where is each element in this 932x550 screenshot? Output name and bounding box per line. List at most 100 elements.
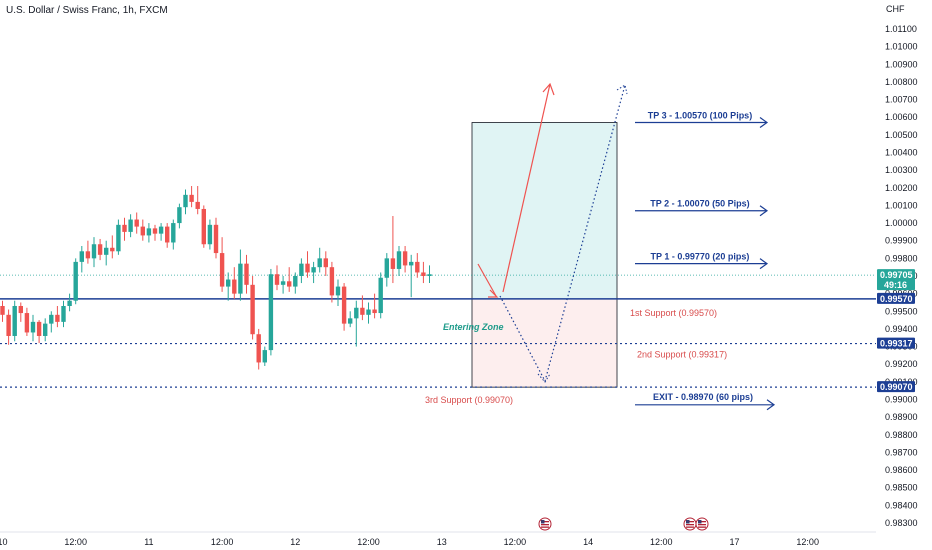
candle <box>91 237 97 268</box>
us-flag-stripe <box>686 524 694 526</box>
dotted-up-arrowhead <box>616 84 628 95</box>
x-tick-label: 14 <box>583 537 593 547</box>
candle <box>396 246 402 276</box>
support2-label: 2nd Support (0.99317) <box>637 350 727 360</box>
level-2-badge <box>877 337 915 349</box>
candle-body <box>140 226 145 236</box>
candle <box>177 203 182 229</box>
x-axis[interactable]: 10 12:00 11 12:00 12 12:00 13 12:00 14 12:00 17 12:… <box>0 517 876 547</box>
candle <box>171 219 176 250</box>
candle <box>354 300 359 347</box>
candle-body <box>67 300 72 306</box>
y-tick-label: 0.98400 <box>885 500 918 510</box>
y-tick-label: 1.00800 <box>885 77 918 87</box>
x-tick-label: 12:00 <box>796 537 819 547</box>
candle-body <box>12 305 17 336</box>
candle <box>165 223 170 248</box>
event-flag-1[interactable] <box>538 517 552 531</box>
candle <box>36 320 42 344</box>
candle-body <box>146 228 152 236</box>
candle-body <box>134 219 139 227</box>
candle <box>97 238 103 261</box>
candle <box>226 272 231 301</box>
candle-body <box>24 313 30 333</box>
candle-body <box>226 279 231 287</box>
candle <box>280 276 286 294</box>
tp1-arrowhead <box>759 258 769 270</box>
current-price-countdown: 49:16 <box>884 280 907 290</box>
candle <box>12 300 17 342</box>
candle <box>49 311 54 333</box>
entering-zone-label: Entering Zone <box>443 322 504 332</box>
us-flag-stripe <box>698 521 706 523</box>
candle-body <box>18 305 23 314</box>
candle <box>329 261 335 303</box>
tp1-label: TP 1 - 0.99770 (20 pips) <box>651 252 750 262</box>
candle-body <box>219 253 225 287</box>
candle <box>421 261 426 284</box>
candle-body <box>384 258 389 278</box>
candle-body <box>299 263 304 276</box>
candle <box>158 223 164 241</box>
candle <box>146 223 152 243</box>
us-flag-stripe <box>686 526 694 528</box>
x-tick-label: 12:00 <box>64 537 87 547</box>
us-flag-stripe <box>698 524 706 526</box>
level-3-badge <box>877 381 915 393</box>
candle <box>140 219 145 241</box>
candle-body <box>122 224 127 232</box>
candle-body <box>238 263 243 294</box>
candle-body <box>73 261 78 301</box>
up-arrowhead <box>542 82 555 96</box>
support3-label: 3rd Support (0.99070) <box>425 395 513 405</box>
y-tick-label: 1.00700 <box>885 95 918 105</box>
candle <box>402 246 408 273</box>
candle-body <box>195 201 200 209</box>
candle-body <box>232 279 237 294</box>
candle <box>195 186 200 215</box>
us-flag-canton <box>541 520 545 524</box>
candle <box>244 254 249 294</box>
y-axis[interactable]: 1.01100 1.01000 1.00900 1.00800 1.00700 1.006… <box>876 0 932 550</box>
candle-body <box>311 267 316 273</box>
candle <box>366 302 371 324</box>
candle-body <box>177 207 182 224</box>
candle <box>122 217 127 241</box>
x-tick-label: 11 <box>144 537 153 547</box>
candle <box>110 235 115 259</box>
candle-body <box>329 267 335 296</box>
candle <box>427 265 432 284</box>
candle-body <box>366 309 371 315</box>
current-price-badge-text: 0.99705 <box>880 270 913 280</box>
trade-zones <box>471 122 618 388</box>
candle-body <box>335 286 341 296</box>
candle-body <box>341 286 347 324</box>
y-tick-label: 1.00900 <box>885 59 918 69</box>
candle <box>287 267 292 292</box>
candle-body <box>213 224 219 254</box>
event-flag-2[interactable] <box>683 517 697 531</box>
event-flag-3[interactable] <box>695 517 709 531</box>
candle <box>79 246 84 273</box>
tp3-label: TP 3 - 1.00570 (100 Pips) <box>648 111 752 121</box>
candle <box>293 272 298 294</box>
x-tick-label: 12:00 <box>357 537 380 547</box>
y-tick-label: 0.99500 <box>885 306 918 316</box>
y-tick-label: 1.00300 <box>885 165 918 175</box>
exit-label: EXIT - 0.98970 (60 pips) <box>653 392 753 402</box>
candles <box>0 186 432 370</box>
candle-body <box>360 307 365 315</box>
level-2-badge-text: 0.99317 <box>880 339 913 349</box>
candle <box>213 217 219 259</box>
level-1-badge-text: 0.99570 <box>880 294 913 304</box>
candle <box>0 300 5 322</box>
candle <box>341 283 347 331</box>
y-tick-label: 0.99400 <box>885 324 918 334</box>
candle-body <box>91 244 97 259</box>
candle <box>201 205 206 248</box>
candle-body <box>274 274 280 285</box>
candle <box>104 240 109 266</box>
candle <box>305 251 310 278</box>
candle <box>85 240 91 264</box>
